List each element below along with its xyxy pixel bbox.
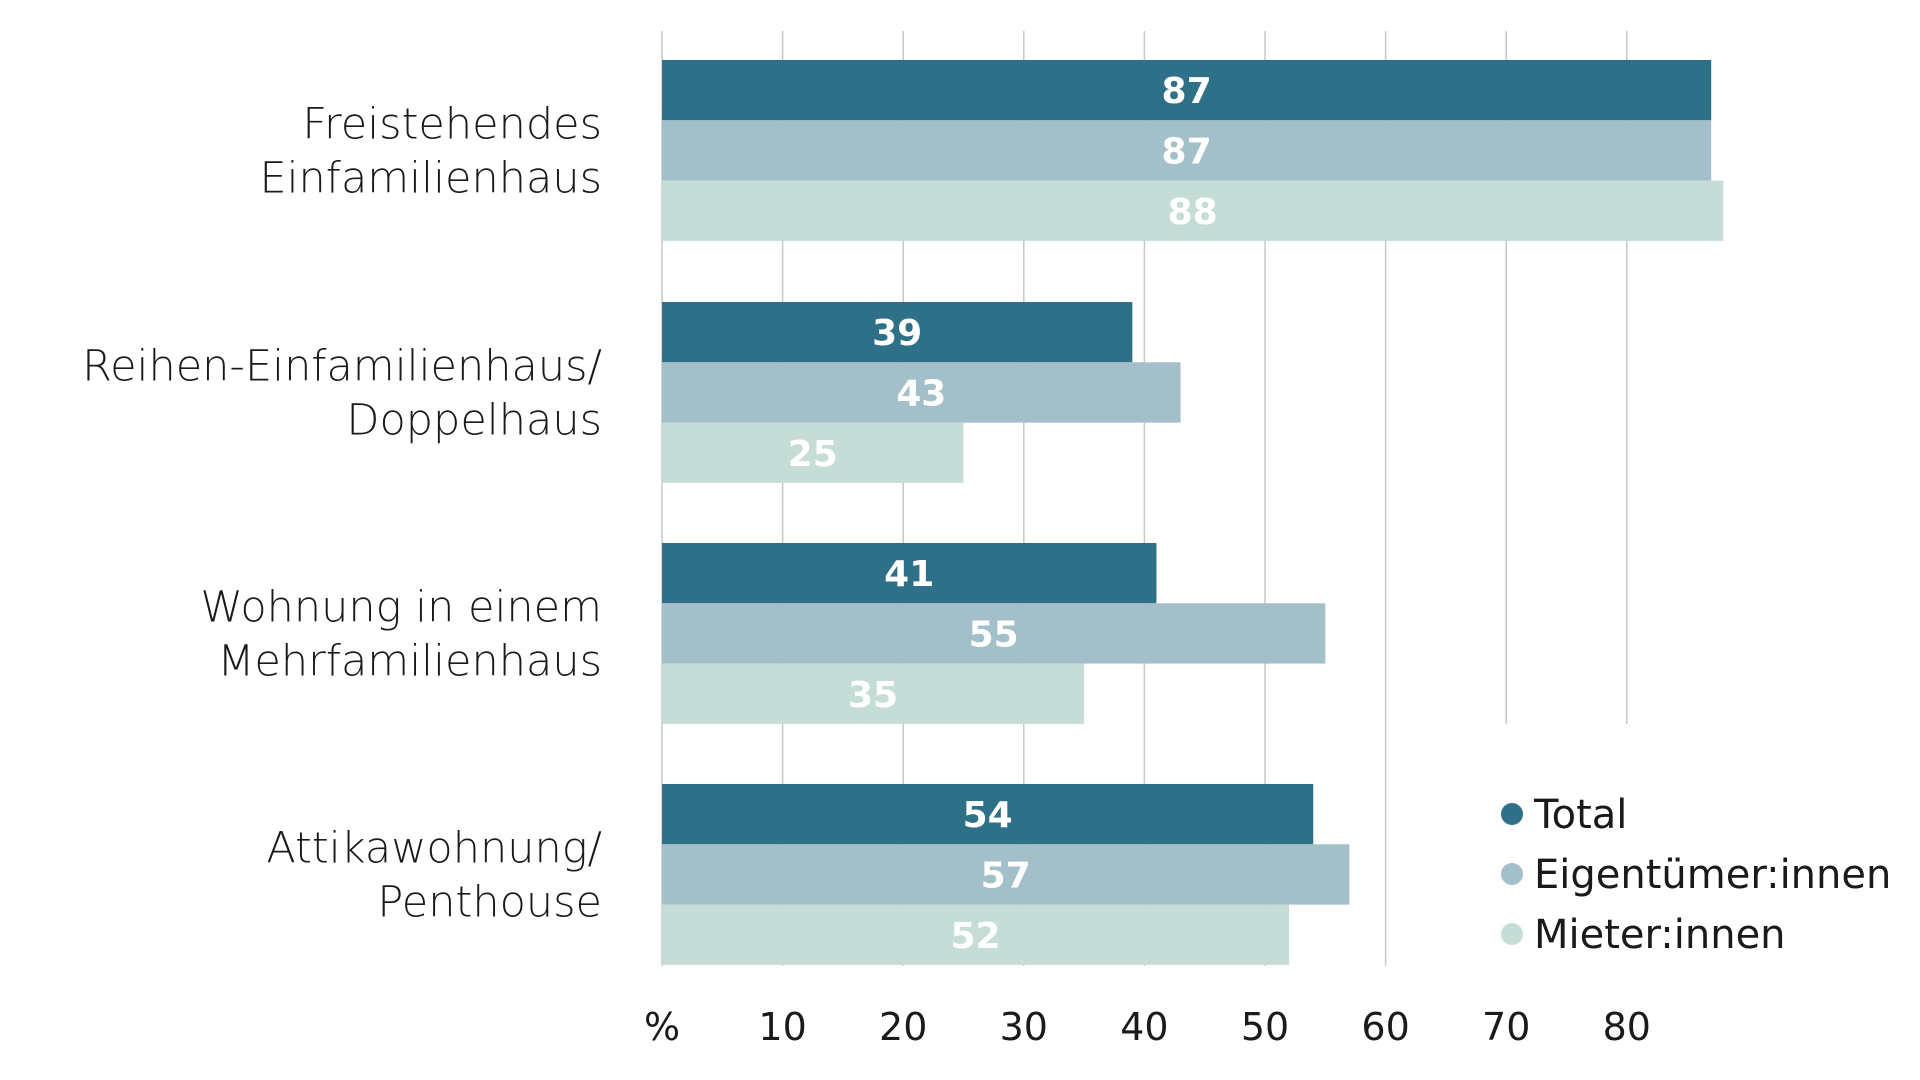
bar-total-2 — [662, 543, 1157, 604]
data-label: 87 — [1162, 131, 1212, 172]
category-label: Reihen-Einfamilienhaus/ — [82, 341, 602, 391]
data-label: 41 — [884, 554, 934, 595]
data-label: 52 — [951, 916, 1001, 957]
legend-marker — [1501, 803, 1523, 825]
category-label: Mehrfamilienhaus — [217, 636, 602, 686]
data-label: 39 — [872, 313, 922, 354]
data-label: 54 — [963, 795, 1013, 836]
x-tick-label: 10 — [758, 1005, 806, 1049]
bar-mieterinnen-0 — [662, 180, 1724, 241]
legend-marker — [1501, 863, 1523, 885]
category-label: Wohnung in einem — [200, 582, 602, 632]
bar-eigentmerinnen-1 — [662, 362, 1181, 423]
category-label: Doppelhaus — [346, 395, 602, 445]
bar-total-0 — [662, 60, 1712, 121]
data-label: 35 — [848, 675, 898, 716]
legend-marker — [1501, 923, 1523, 945]
bar-eigentmerinnen-0 — [662, 120, 1712, 181]
x-tick-label: 20 — [879, 1005, 927, 1049]
category-label: Attikawohnung/ — [266, 823, 602, 873]
legend-label: Mieter:innen — [1534, 912, 1786, 958]
x-tick-label: 50 — [1241, 1005, 1289, 1049]
legend: Total Eigentümer:innen Mieter:innen — [1501, 792, 1891, 958]
bars: 87 39 41 54 87 43 55 57 88 25 35 52 — [662, 60, 1724, 965]
legend-label: Eigentümer:innen — [1534, 852, 1891, 898]
x-tick-label: 80 — [1603, 1005, 1651, 1049]
data-label: 43 — [896, 373, 946, 414]
x-axis-ticks: % 10 20 30 40 50 60 70 80 — [644, 1005, 1651, 1049]
x-tick-label: % — [644, 1005, 680, 1049]
data-label: 57 — [981, 855, 1031, 896]
bar-mieterinnen-1 — [662, 422, 964, 483]
bar-eigentmerinnen-2 — [662, 603, 1326, 664]
x-tick-label: 60 — [1361, 1005, 1409, 1049]
legend-label: Total — [1533, 792, 1627, 838]
x-tick-label: 40 — [1120, 1005, 1168, 1049]
category-label: Einfamilienhaus — [259, 153, 602, 203]
data-label: 87 — [1162, 71, 1212, 112]
data-label: 25 — [788, 434, 838, 475]
data-label: 55 — [969, 614, 1019, 655]
category-label: Penthouse — [377, 877, 602, 927]
bar-total-1 — [662, 302, 1133, 363]
bar-mieterinnen-2 — [662, 663, 1085, 724]
bar-eigentmerinnen-3 — [662, 844, 1350, 905]
x-tick-label: 70 — [1482, 1005, 1530, 1049]
bar-mieterinnen-3 — [662, 904, 1290, 965]
x-tick-label: 30 — [1000, 1005, 1048, 1049]
category-label: Freistehendes — [302, 99, 602, 149]
bar-total-3 — [662, 784, 1314, 845]
data-label: 88 — [1168, 192, 1218, 233]
